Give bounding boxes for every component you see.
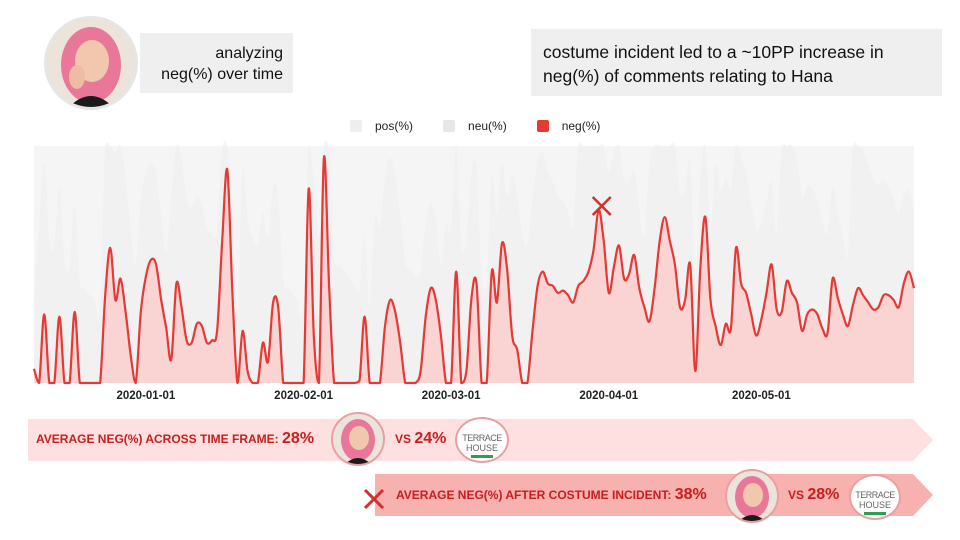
neg-line (32, 155, 916, 385)
avatar-photo-small-2 (735, 476, 769, 521)
x-tick-label: 2020-03-01 (422, 390, 481, 402)
avatar-photo (47, 19, 135, 107)
annotation-note: costume incident led to a ~10PP increase… (531, 29, 942, 96)
avg-timeframe-banner: AVERAGE NEG(%) ACROSS TIME FRAME: 28% VS… (28, 412, 933, 466)
vs-label-2: VS (788, 488, 805, 502)
avg-timeframe-label: AVERAGE NEG(%) ACROSS TIME FRAME: 28% (36, 430, 314, 448)
x-mark-icon (363, 488, 385, 510)
incident-marker (591, 196, 612, 216)
avg-after-incident-banner: AVERAGE NEG(%) AFTER COSTUME INCIDENT: 3… (375, 469, 933, 523)
title-line-1: analyzing (215, 45, 283, 62)
avg-timeframe-text: AVERAGE NEG(%) ACROSS TIME FRAME: (36, 432, 279, 446)
legend-label-pos: pos(%) (375, 119, 414, 133)
legend-swatch-neg (536, 120, 549, 132)
avg-after-incident-label: AVERAGE NEG(%) AFTER COSTUME INCIDENT: 3… (396, 486, 707, 504)
avatar-photo-small (341, 419, 375, 464)
avg-after-incident-value: 38% (674, 486, 707, 503)
title-line-2: neg(%) over time (161, 66, 283, 83)
avatar (44, 16, 138, 110)
legend-label-neu: neu(%) (468, 119, 507, 133)
avg-after-incident-compare: VS 28% (788, 486, 839, 504)
legend-swatch-neu (443, 120, 456, 132)
legend-swatch-pos (350, 120, 362, 132)
legend-item-neg: neg(%) (536, 119, 601, 133)
x-mark-icon-stroke (591, 196, 612, 216)
legend-item-pos: pos(%) (350, 119, 413, 133)
compare-value-2: 28% (807, 486, 840, 503)
x-tick-label: 2020-05-01 (732, 390, 791, 402)
banner-arrow-shape-2 (375, 474, 933, 516)
x-axis: 2020-01-01 2020-02-01 2020-03-01 2020-04-01… (116, 390, 791, 402)
neg-over-time-chart: 2020-01-01 2020-02-01 2020-03-01 2020-04-01… (32, 140, 916, 402)
avg-timeframe-compare: VS 24% (395, 430, 446, 448)
vs-label: VS (395, 432, 412, 446)
x-tick-label: 2020-04-01 (579, 390, 638, 402)
avg-after-incident-text: AVERAGE NEG(%) AFTER COSTUME INCIDENT: (396, 488, 672, 502)
compare-value: 24% (414, 430, 447, 447)
avatar-small (331, 412, 385, 466)
terrace-house-logo: TERRACE HOUSE (455, 417, 509, 463)
legend-label-neg: neg(%) (561, 119, 601, 133)
neu-area (34, 140, 914, 383)
page-title: analyzing neg(%) over time (140, 33, 293, 93)
neg-series (32, 140, 916, 385)
avg-timeframe-value: 28% (282, 430, 315, 447)
terrace-house-logo-2: TERRACE HOUSE (849, 474, 901, 520)
avatar-small-2 (725, 469, 779, 523)
x-tick-label: 2020-02-01 (274, 390, 333, 402)
neg-area (34, 156, 914, 383)
legend-item-neu: neu(%) (443, 119, 507, 133)
chart-legend: pos(%) neu(%) neg(%) (350, 118, 630, 134)
x-tick-label: 2020-01-01 (116, 390, 175, 402)
